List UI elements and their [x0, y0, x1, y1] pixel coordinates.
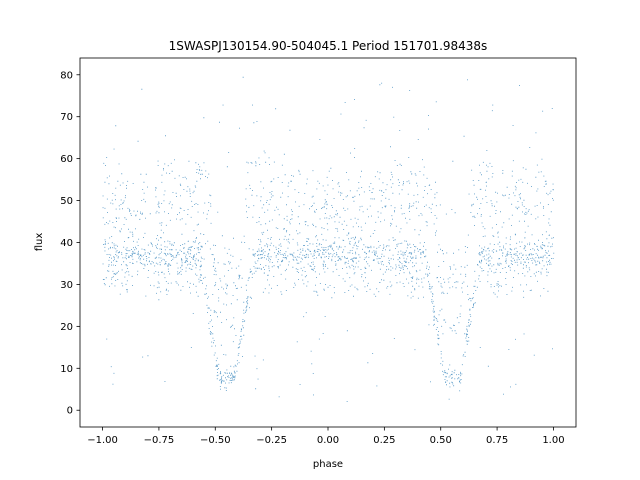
chart-title: 1SWASPJ130154.90-504045.1 Period 151701.… — [169, 39, 488, 53]
x-tick-label: 0.25 — [373, 435, 395, 446]
x-tick-label: −0.50 — [200, 435, 231, 446]
y-axis: 0 10 20 30 40 50 60 70 80 — [60, 70, 80, 417]
x-tick-label: −0.75 — [144, 435, 175, 446]
y-tick-label: 60 — [60, 154, 73, 165]
x-tick-label: 0.00 — [317, 435, 339, 446]
y-tick-label: 80 — [60, 70, 73, 81]
x-tick-label: 1.00 — [542, 435, 564, 446]
x-axis-label: phase — [313, 459, 343, 470]
x-axis: −1.00 −0.75 −0.50 −0.25 0.00 0.25 0.50 0.75 1.00 — [87, 427, 565, 446]
y-tick-label: 10 — [60, 364, 73, 375]
y-tick-label: 20 — [60, 322, 73, 333]
x-tick-label: −0.25 — [256, 435, 287, 446]
y-tick-label: 0 — [67, 406, 73, 417]
y-tick-label: 50 — [60, 196, 73, 207]
y-tick-label: 30 — [60, 280, 73, 291]
y-axis-label: flux — [34, 233, 45, 252]
y-tick-label: 70 — [60, 112, 73, 123]
x-tick-label: 0.75 — [486, 435, 508, 446]
x-tick-label: −1.00 — [87, 435, 118, 446]
y-tick-label: 40 — [60, 238, 73, 249]
x-tick-label: 0.50 — [430, 435, 452, 446]
